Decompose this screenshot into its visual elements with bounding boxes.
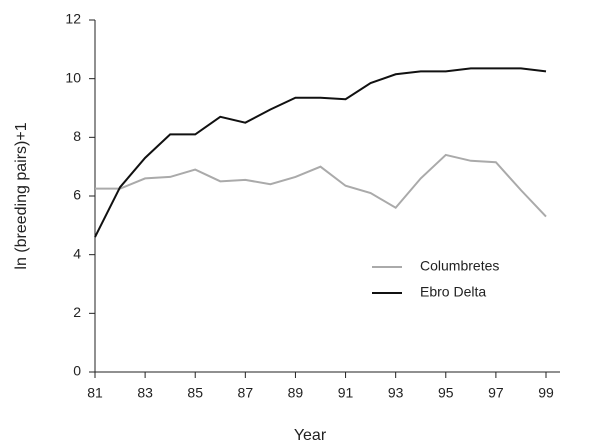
y-tick-label: 6 bbox=[73, 187, 81, 203]
y-tick-label: 4 bbox=[73, 245, 81, 261]
x-tick-label: 81 bbox=[87, 385, 103, 401]
x-tick-label: 97 bbox=[488, 385, 504, 401]
x-axis-label: Year bbox=[294, 427, 327, 444]
x-tick-label: 89 bbox=[288, 385, 304, 401]
y-tick-label: 2 bbox=[73, 304, 81, 320]
x-tick-label: 91 bbox=[338, 385, 354, 401]
legend-label: Ebro Delta bbox=[420, 284, 486, 300]
y-tick-label: 10 bbox=[65, 69, 81, 85]
x-tick-label: 83 bbox=[137, 385, 153, 401]
y-tick-label: 8 bbox=[73, 128, 81, 144]
data-line bbox=[95, 153, 547, 218]
x-tick-label: 93 bbox=[388, 385, 404, 401]
x-tick-label: 99 bbox=[538, 385, 554, 401]
x-tick-label: 85 bbox=[187, 385, 203, 401]
y-tick-label: 12 bbox=[65, 11, 81, 27]
y-tick-label: 0 bbox=[73, 363, 81, 379]
legend-label: Columbretes bbox=[420, 258, 499, 274]
y-axis-label: ln (breeding pairs)+1 bbox=[13, 122, 30, 269]
x-tick-label: 87 bbox=[238, 385, 254, 401]
data-line bbox=[94, 67, 547, 238]
x-tick-label: 95 bbox=[438, 385, 454, 401]
